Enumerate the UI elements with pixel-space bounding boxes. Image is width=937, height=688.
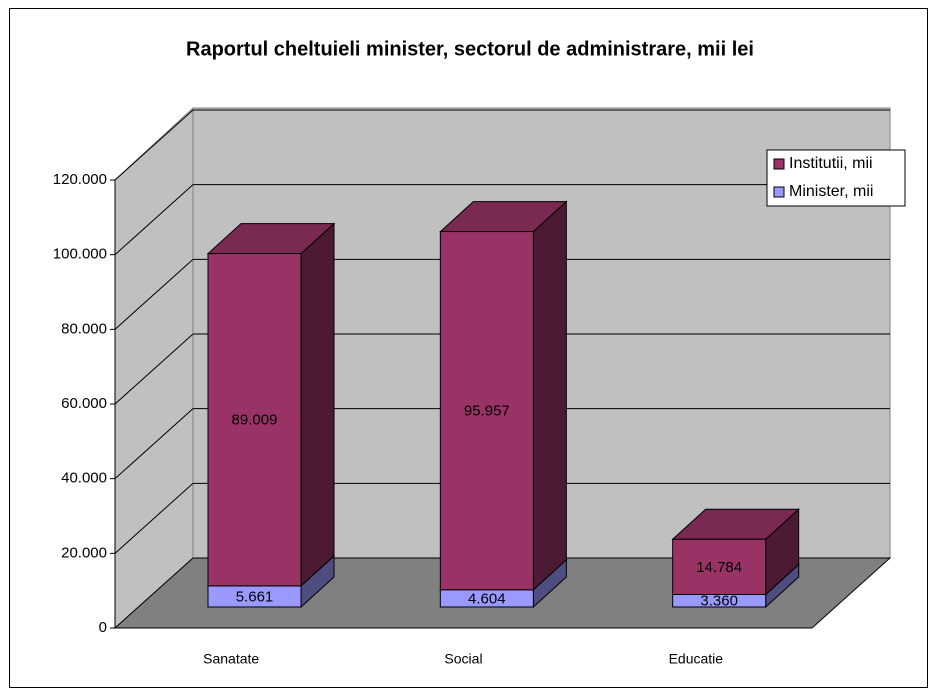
x-tick-label: Educatie xyxy=(669,651,724,667)
grid-line xyxy=(114,258,194,330)
bar xyxy=(439,231,534,591)
legend-label: Institutii, mii xyxy=(789,155,873,172)
legend-label: Minister, mii xyxy=(789,183,873,200)
x-tick-label: Sanatate xyxy=(203,651,259,667)
data-label: 14.784 xyxy=(696,559,742,576)
grid-line xyxy=(114,408,194,480)
y-tick-label: 100.000 xyxy=(53,246,107,263)
y-tick-label: 40.000 xyxy=(61,470,107,487)
data-label: 95.957 xyxy=(464,403,510,420)
data-label: 3.360 xyxy=(700,593,738,610)
y-tick-label: 0 xyxy=(99,619,107,636)
y-tick-label: 60.000 xyxy=(61,395,107,412)
legend-swatch xyxy=(773,158,785,170)
x-tick-label: Social xyxy=(444,651,482,667)
bar-side xyxy=(532,200,567,591)
legend xyxy=(766,149,906,207)
grid-line xyxy=(114,184,194,256)
y-tick-label: 20.000 xyxy=(61,544,107,561)
side-wall xyxy=(114,106,194,630)
bar xyxy=(207,253,302,587)
grid-line xyxy=(114,109,194,181)
data-label: 4.604 xyxy=(468,590,506,607)
y-tick-label: 120.000 xyxy=(53,171,107,188)
chart-title: Raportul cheltuieli minister, sectorul d… xyxy=(186,38,754,60)
legend-swatch xyxy=(773,186,785,198)
y-tick-label: 80.000 xyxy=(61,320,107,337)
grid-line xyxy=(114,333,194,405)
grid-line xyxy=(114,482,194,554)
bar-side xyxy=(300,222,335,587)
data-label: 5.661 xyxy=(236,588,274,605)
data-label: 89.009 xyxy=(232,412,278,429)
bar xyxy=(672,538,767,595)
